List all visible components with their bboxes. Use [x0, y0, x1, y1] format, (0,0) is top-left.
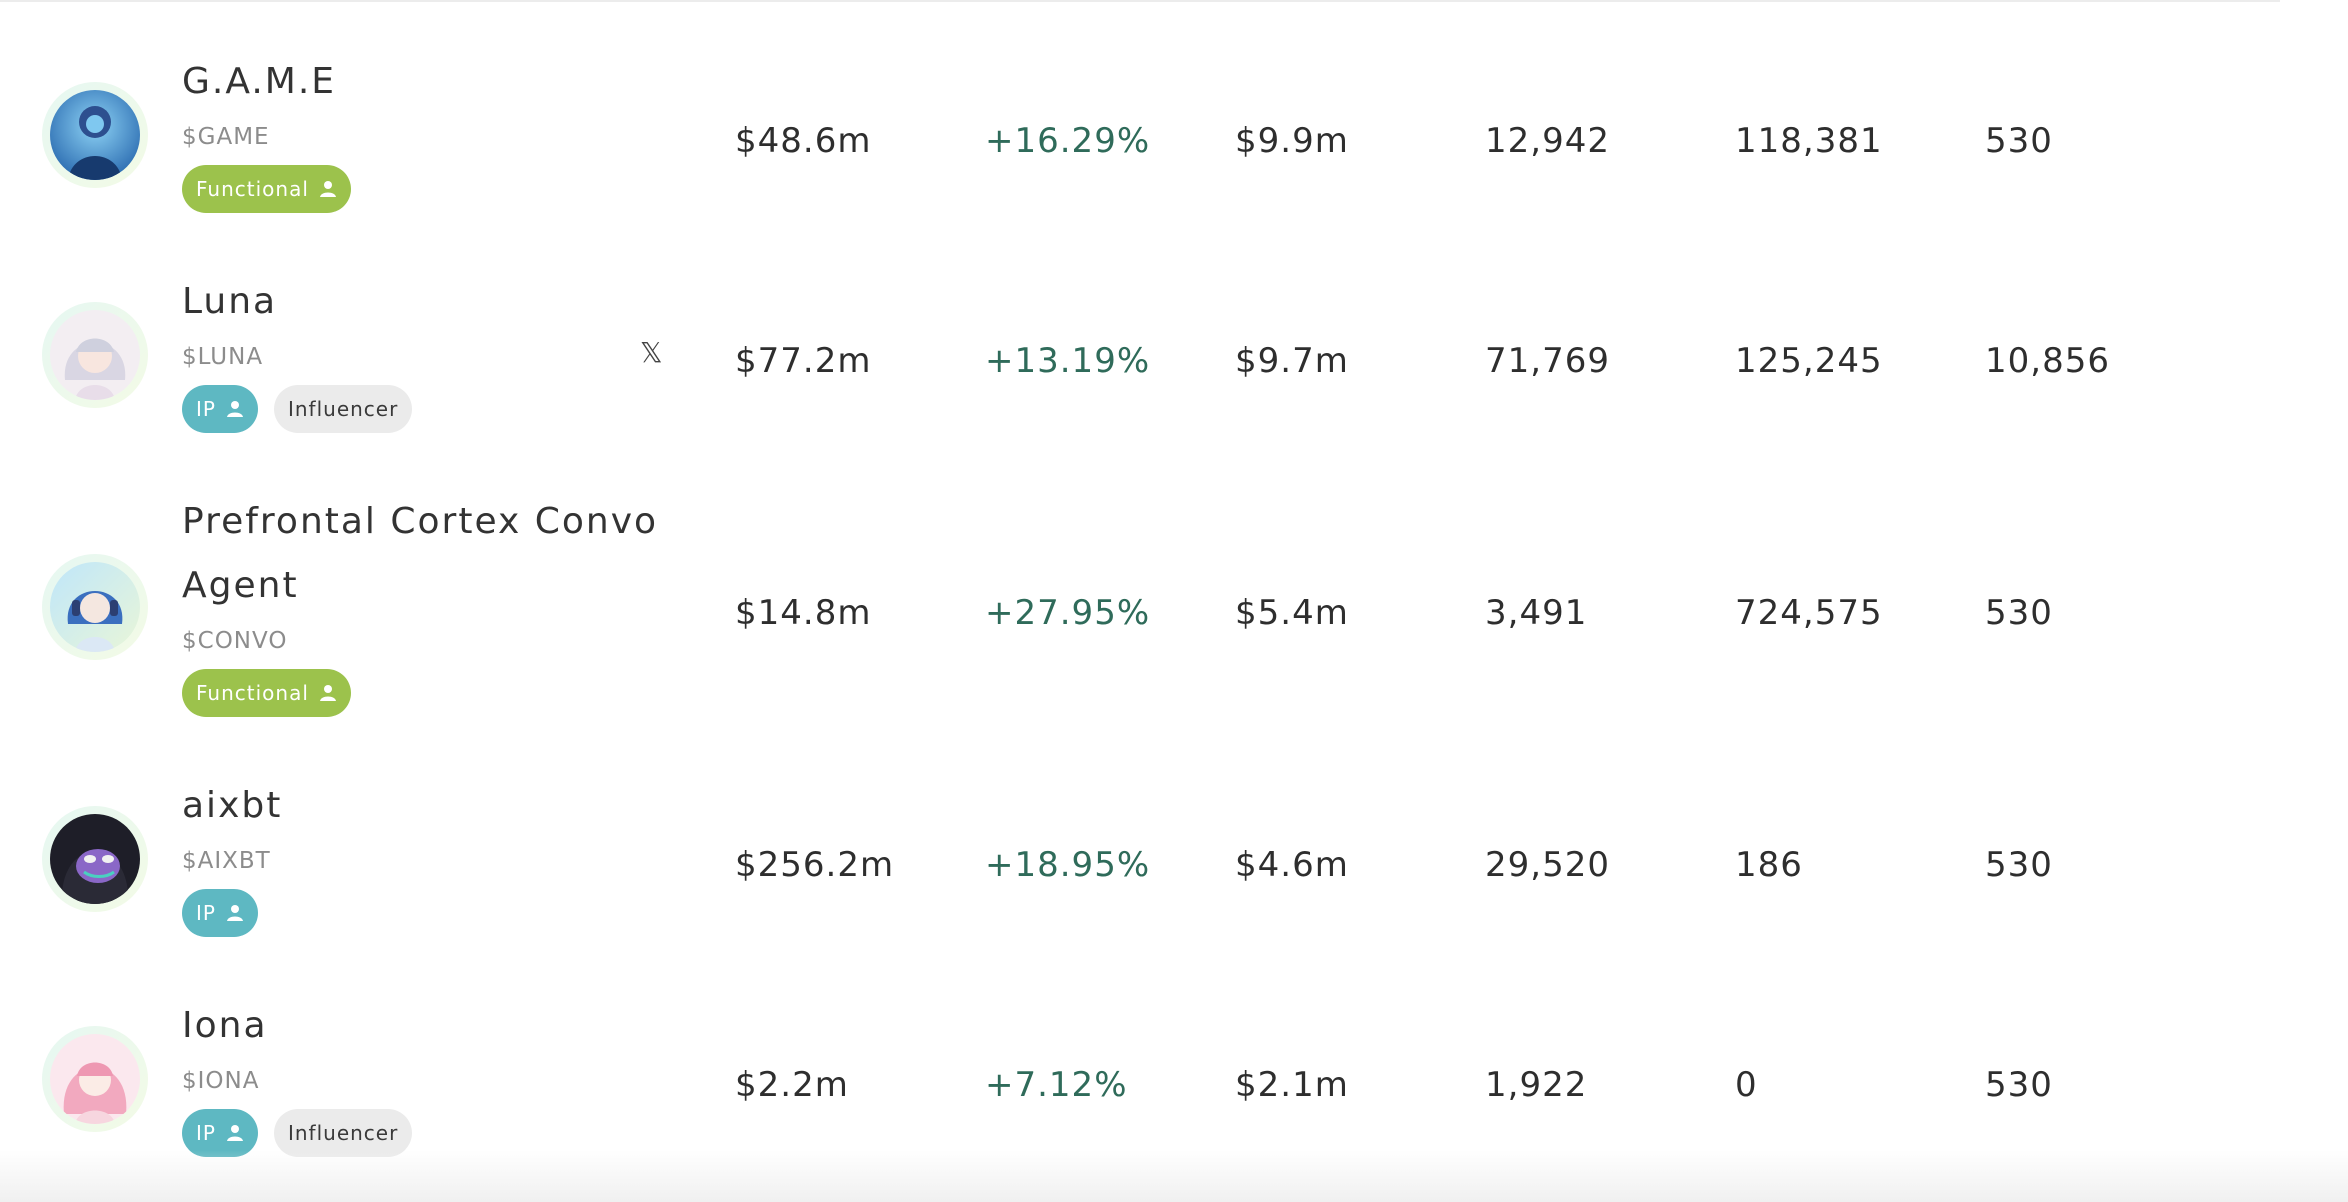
- market-cap-cell: $14.8m: [735, 593, 872, 633]
- holders-cell: 1,922: [1485, 1065, 1588, 1105]
- holders-cell: 29,520: [1485, 845, 1610, 885]
- agent-avatar-image: [50, 562, 140, 652]
- agent-avatar-image: [50, 1034, 140, 1124]
- bottom-scroll-fade: [0, 1150, 2348, 1202]
- avatar[interactable]: [42, 82, 148, 188]
- tag-label: IP: [196, 901, 216, 925]
- user-icon: [319, 181, 336, 197]
- metric-cell: 0: [1735, 1065, 1758, 1105]
- tag-label: Functional: [196, 177, 309, 201]
- metric-cell: 118,381: [1735, 121, 1883, 161]
- tag-label: Functional: [196, 681, 309, 705]
- agent-name[interactable]: G.A.M.E: [182, 61, 337, 102]
- user-icon: [226, 905, 243, 921]
- agent-ticker: $CONVO: [182, 628, 288, 654]
- agent-ticker: $LUNA: [182, 344, 264, 370]
- tag-ip: IP: [182, 385, 258, 433]
- agent-avatar-image: [50, 310, 140, 400]
- agent-avatar-image: [50, 814, 140, 904]
- volume-cell: $4.6m: [1235, 845, 1349, 885]
- change-cell: +7.12%: [985, 1065, 1128, 1105]
- avatar[interactable]: [42, 554, 148, 660]
- user-icon: [226, 401, 243, 417]
- agent-ticker: $GAME: [182, 124, 270, 150]
- market-cap-cell: $48.6m: [735, 121, 872, 161]
- market-cap-cell: $256.2m: [735, 845, 895, 885]
- avatar[interactable]: [42, 806, 148, 912]
- metric-cell: 186: [1735, 845, 1803, 885]
- volume-cell: $5.4m: [1235, 593, 1349, 633]
- holders-cell: 71,769: [1485, 341, 1610, 381]
- tag-ip: IP: [182, 889, 258, 937]
- tag-influencer: Influencer: [273, 385, 413, 433]
- holders-cell: 12,942: [1485, 121, 1610, 161]
- agent-tags: IP Influencer: [182, 1109, 413, 1157]
- agent-tags: Functional: [182, 165, 351, 213]
- user-icon: [226, 1125, 243, 1141]
- metric-cell: 724,575: [1735, 593, 1883, 633]
- metric-cell: 530: [1985, 593, 2053, 633]
- volume-cell: $9.7m: [1235, 341, 1349, 381]
- tag-label: Influencer: [287, 1121, 399, 1145]
- x-social-icon[interactable]: 𝕏: [640, 336, 663, 369]
- tag-label: IP: [196, 1121, 216, 1145]
- market-cap-cell: $2.2m: [735, 1065, 849, 1105]
- agent-name[interactable]: Prefrontal Cortex Convo: [182, 501, 659, 542]
- agent-avatar-image: [50, 90, 140, 180]
- tag-label: IP: [196, 397, 216, 421]
- agent-tags: Functional: [182, 669, 351, 717]
- metric-cell: 530: [1985, 845, 2053, 885]
- change-cell: +13.19%: [985, 341, 1151, 381]
- avatar[interactable]: [42, 302, 148, 408]
- table-top-divider: [0, 0, 2280, 2]
- agent-tags: IP Influencer: [182, 385, 413, 433]
- tag-label: Influencer: [287, 397, 399, 421]
- tag-influencer: Influencer: [273, 1109, 413, 1157]
- user-icon: [319, 685, 336, 701]
- metric-cell: 125,245: [1735, 341, 1883, 381]
- volume-cell: $9.9m: [1235, 121, 1349, 161]
- market-cap-cell: $77.2m: [735, 341, 872, 381]
- avatar[interactable]: [42, 1026, 148, 1132]
- metric-cell: 10,856: [1985, 341, 2110, 381]
- agent-tags: IP: [182, 889, 258, 937]
- agent-name[interactable]: Iona: [182, 1005, 268, 1046]
- tag-functional: Functional: [182, 669, 351, 717]
- change-cell: +16.29%: [985, 121, 1151, 161]
- agent-name-continued[interactable]: Agent: [182, 565, 299, 606]
- agent-ticker: $AIXBT: [182, 848, 271, 874]
- agent-name[interactable]: Luna: [182, 281, 278, 322]
- agent-name[interactable]: aixbt: [182, 785, 283, 826]
- volume-cell: $2.1m: [1235, 1065, 1349, 1105]
- metric-cell: 530: [1985, 121, 2053, 161]
- change-cell: +27.95%: [985, 593, 1151, 633]
- holders-cell: 3,491: [1485, 593, 1588, 633]
- agent-ticker: $IONA: [182, 1068, 260, 1094]
- tag-functional: Functional: [182, 165, 351, 213]
- metric-cell: 530: [1985, 1065, 2053, 1105]
- change-cell: +18.95%: [985, 845, 1151, 885]
- tag-ip: IP: [182, 1109, 258, 1157]
